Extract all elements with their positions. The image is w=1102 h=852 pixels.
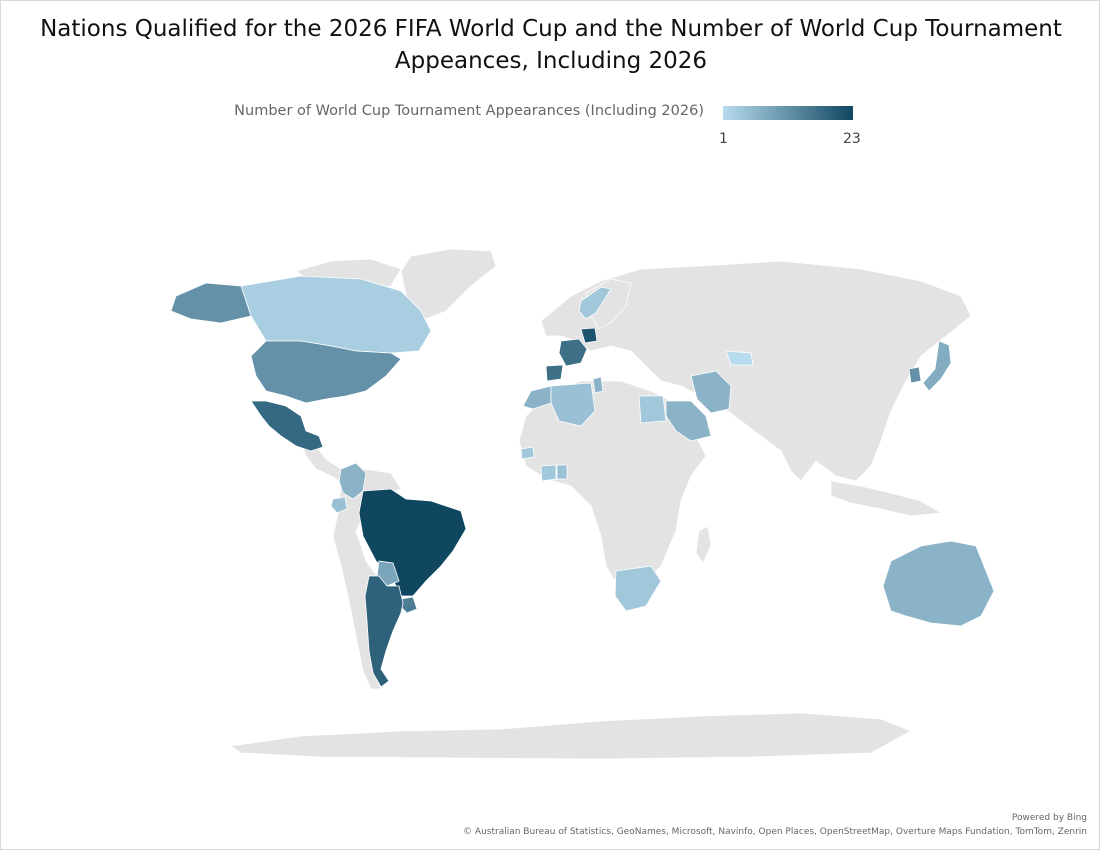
country-ivory-coast bbox=[540, 464, 557, 482]
country-argentina bbox=[364, 575, 404, 688]
country-uruguay bbox=[400, 596, 418, 614]
country-norway bbox=[578, 286, 612, 320]
country-colombia bbox=[338, 462, 367, 500]
qualified-countries bbox=[170, 275, 995, 688]
country-saudi-arabia bbox=[665, 400, 712, 442]
country-spain bbox=[545, 364, 564, 382]
world-map bbox=[170, 248, 995, 760]
land-africa bbox=[518, 380, 707, 592]
legend-max-label: 23 bbox=[843, 131, 861, 147]
map-source-credit: © Australian Bureau of Statistics, GeoNa… bbox=[463, 827, 1087, 837]
country-germany bbox=[580, 327, 598, 344]
country-ecuador bbox=[330, 496, 348, 514]
land-antarctica bbox=[229, 712, 912, 760]
country-tunisia bbox=[592, 376, 604, 394]
country-ghana bbox=[556, 464, 568, 480]
country-alaska bbox=[170, 282, 252, 324]
country-france bbox=[558, 338, 588, 367]
country-egypt bbox=[638, 395, 667, 424]
country-mexico bbox=[250, 400, 324, 452]
legend-title: Number of World Cup Tournament Appearanc… bbox=[234, 103, 704, 119]
powered-by-credit: Powered by Bing bbox=[1011, 813, 1087, 823]
country-morocco bbox=[522, 385, 552, 410]
country-uzbekistan bbox=[725, 350, 754, 366]
country-algeria bbox=[550, 382, 596, 427]
country-united-states bbox=[250, 340, 402, 404]
country-south-korea bbox=[908, 366, 922, 384]
country-south-africa bbox=[614, 565, 662, 612]
chart-title: Nations Qualified for the 2026 FIFA Worl… bbox=[40, 16, 1062, 74]
land-no-data bbox=[229, 248, 972, 760]
land-greenland bbox=[400, 248, 497, 322]
legend-gradient-bar bbox=[723, 106, 853, 120]
country-iran bbox=[690, 370, 732, 414]
country-japan bbox=[922, 340, 952, 392]
land-se-asia-islands bbox=[830, 480, 943, 517]
country-australia bbox=[882, 540, 995, 627]
legend-min-label: 1 bbox=[719, 131, 728, 147]
land-eurasia bbox=[540, 260, 972, 482]
country-senegal bbox=[520, 446, 535, 460]
land-madagascar bbox=[695, 525, 712, 564]
